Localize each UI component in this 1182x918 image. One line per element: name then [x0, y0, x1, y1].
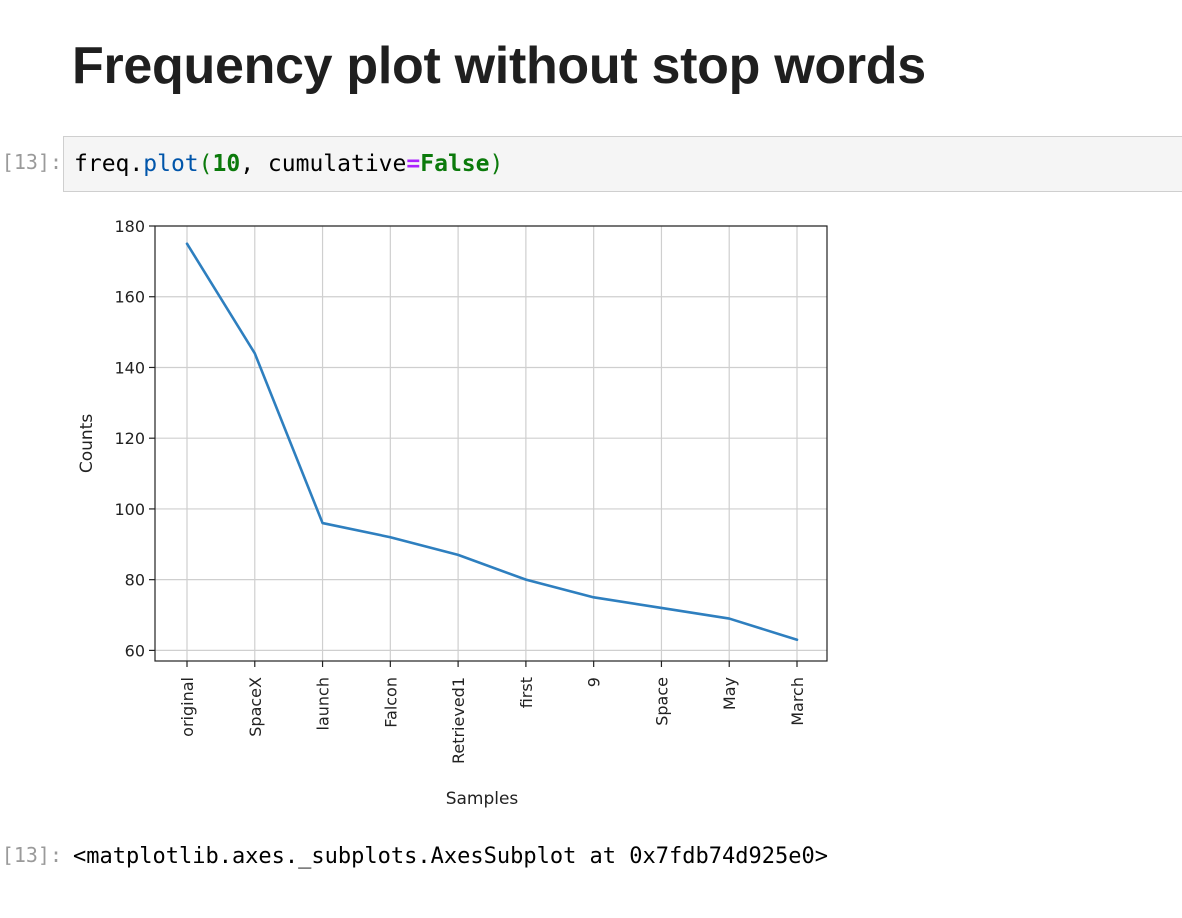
input-prompt: In [13]: [0, 150, 62, 174]
x-tick-label: Falcon [381, 677, 400, 728]
x-tick-label: 9 [585, 677, 604, 687]
y-tick-label: 180 [114, 217, 145, 236]
series-line [185, 242, 799, 642]
code-number: 10 [212, 151, 241, 177]
y-tick-label: 160 [114, 288, 145, 307]
plot-area-frame [154, 225, 828, 662]
x-tick-label: launch [314, 677, 333, 730]
output-text: <matplotlib.axes._subplots.AxesSubplot a… [73, 844, 828, 869]
y-tick-label: 120 [114, 429, 145, 448]
y-axis-ticks: 60 80 100 120 140 160 180 [114, 217, 155, 660]
code-equals: = [406, 151, 421, 177]
y-axis-label: Counts [77, 414, 97, 473]
code-kwarg-value: False [420, 151, 490, 177]
code-cell[interactable]: freq.plot(10, cumulative=False) [63, 136, 1182, 192]
y-tick-label: 140 [114, 358, 145, 377]
x-tick-label: March [788, 677, 807, 726]
x-tick-label: Retrieved1 [449, 677, 468, 764]
markdown-heading: Frequency plot without stop words [72, 37, 926, 95]
code-line[interactable]: freq.plot(10, cumulative=False) [74, 150, 503, 178]
code-comma: , [240, 151, 268, 177]
code-open-paren: ( [198, 151, 213, 177]
code-var: freq [74, 151, 130, 177]
code-close-paren: ) [489, 151, 504, 177]
y-tick-label: 60 [125, 641, 145, 660]
x-tick-label: Space [652, 677, 671, 726]
frequency-line-chart: 60 80 100 120 140 160 180 original SpaceX launch… [77, 217, 828, 809]
output-prompt: Out[13]: [0, 843, 62, 867]
chart-grid [155, 225, 827, 661]
x-tick-label: SpaceX [246, 677, 265, 737]
x-tick-label: first [517, 677, 536, 708]
code-function: plot [143, 151, 199, 177]
x-tick-label: May [720, 677, 739, 710]
x-axis-label: Samples [446, 789, 519, 809]
x-axis-ticks: original SpaceX launch Falcon Retrieved1 firs… [178, 661, 807, 764]
x-tick-label: original [178, 677, 197, 737]
y-tick-label: 100 [114, 500, 145, 519]
code-dot: . [129, 151, 144, 177]
y-tick-label: 80 [125, 571, 145, 590]
code-kwarg: cumulative [267, 151, 407, 177]
